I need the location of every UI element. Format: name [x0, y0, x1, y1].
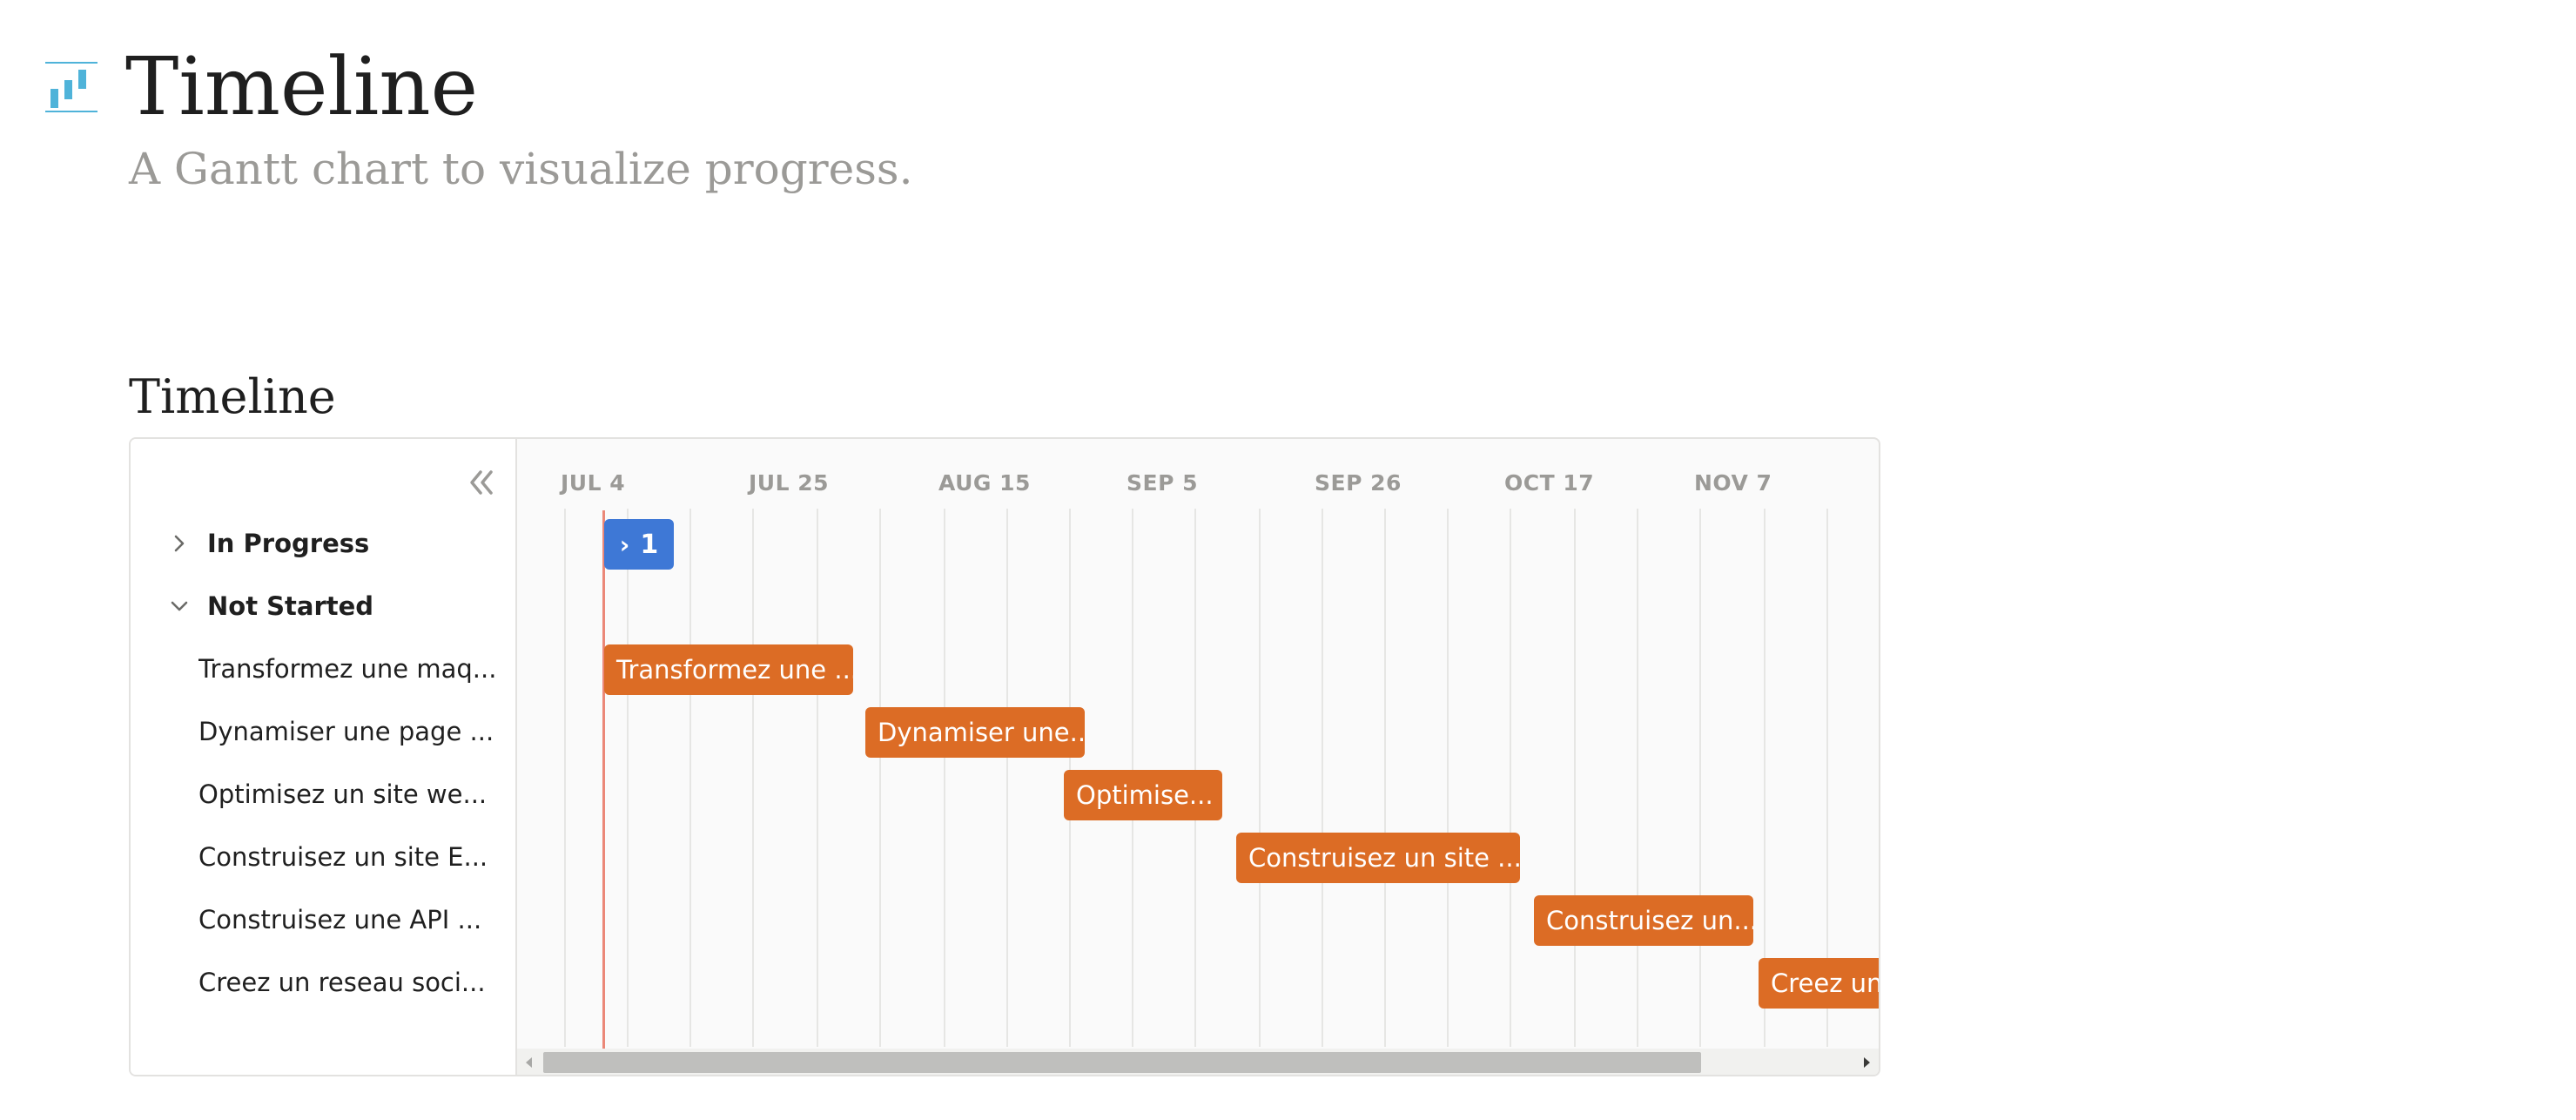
collapse-sidebar-button[interactable] [460, 462, 501, 503]
grid-line [627, 509, 629, 1047]
group-count: 1 [640, 529, 659, 560]
grid-line [1764, 509, 1766, 1047]
group-label: Not Started [207, 591, 374, 621]
task-row[interactable]: Creez un reseau soci... [198, 968, 486, 997]
grid-line [1447, 509, 1449, 1047]
grid-line [564, 509, 566, 1047]
group-in-progress-toggle[interactable]: In Progress [167, 512, 369, 575]
grid-line [879, 509, 881, 1047]
date-header: AUG 15 [938, 470, 1031, 496]
task-bar[interactable]: Construisez un site ... [1236, 833, 1520, 883]
task-bar[interactable]: Construisez un... [1534, 895, 1753, 946]
timeline-view: JUL 4 JUL 25 AUG 15 SEP 5 SEP 26 OCT 17 … [129, 437, 1880, 1076]
scroll-left-icon[interactable] [521, 1054, 538, 1071]
grid-line [1826, 509, 1828, 1047]
date-header: JUL 4 [561, 470, 626, 496]
grid-line [752, 509, 754, 1047]
grid-line [689, 509, 691, 1047]
page-subtitle[interactable]: A Gantt chart to visualize progress. [129, 144, 913, 194]
grid-line [1574, 509, 1576, 1047]
grid-line [944, 509, 945, 1047]
task-bar[interactable]: Transformez une ... [604, 644, 853, 695]
task-row[interactable]: Optimisez un site we... [198, 779, 488, 809]
timeline-view-title[interactable]: Timeline [129, 369, 336, 424]
chevron-right-icon: › [619, 530, 630, 559]
task-row[interactable]: Construisez un site E... [198, 842, 488, 872]
timeline-chart-icon [44, 57, 99, 115]
grid-line [1259, 509, 1261, 1047]
task-bar[interactable]: Dynamiser une... [865, 707, 1085, 758]
page-title[interactable]: Timeline [125, 40, 479, 133]
chevron-right-icon [174, 535, 185, 552]
horizontal-scrollbar[interactable] [517, 1049, 1879, 1075]
group-label: In Progress [207, 529, 370, 558]
scroll-right-icon[interactable] [1858, 1054, 1875, 1071]
timeline-grid: JUL 4 JUL 25 AUG 15 SEP 5 SEP 26 OCT 17 … [517, 439, 1879, 1075]
chevron-down-icon [171, 601, 188, 611]
grid-line [1699, 509, 1701, 1047]
date-header: SEP 5 [1127, 470, 1199, 496]
grid-line [1006, 509, 1008, 1047]
timeline-sidebar [131, 439, 517, 1075]
task-bar[interactable]: Creez un [1759, 958, 1879, 1009]
task-row[interactable]: Construisez une API ... [198, 905, 482, 934]
grid-line [1384, 509, 1386, 1047]
date-header: NOV 7 [1694, 470, 1772, 496]
group-not-started-toggle[interactable]: Not Started [167, 575, 373, 638]
task-bar[interactable]: Optimise... [1064, 770, 1222, 820]
task-row[interactable]: Dynamiser une page ... [198, 717, 494, 746]
grid-line [817, 509, 818, 1047]
grid-line [1510, 509, 1511, 1047]
collapsed-group-count-bar[interactable]: › 1 [604, 519, 674, 570]
double-chevron-left-icon [470, 470, 493, 495]
today-marker [602, 510, 605, 1050]
date-header: SEP 26 [1315, 470, 1402, 496]
date-header: OCT 17 [1504, 470, 1595, 496]
grid-line [1637, 509, 1638, 1047]
scrollbar-thumb[interactable] [543, 1052, 1701, 1073]
grid-line [1322, 509, 1323, 1047]
task-row[interactable]: Transformez une maq... [198, 654, 494, 684]
date-header: JUL 25 [749, 470, 830, 496]
